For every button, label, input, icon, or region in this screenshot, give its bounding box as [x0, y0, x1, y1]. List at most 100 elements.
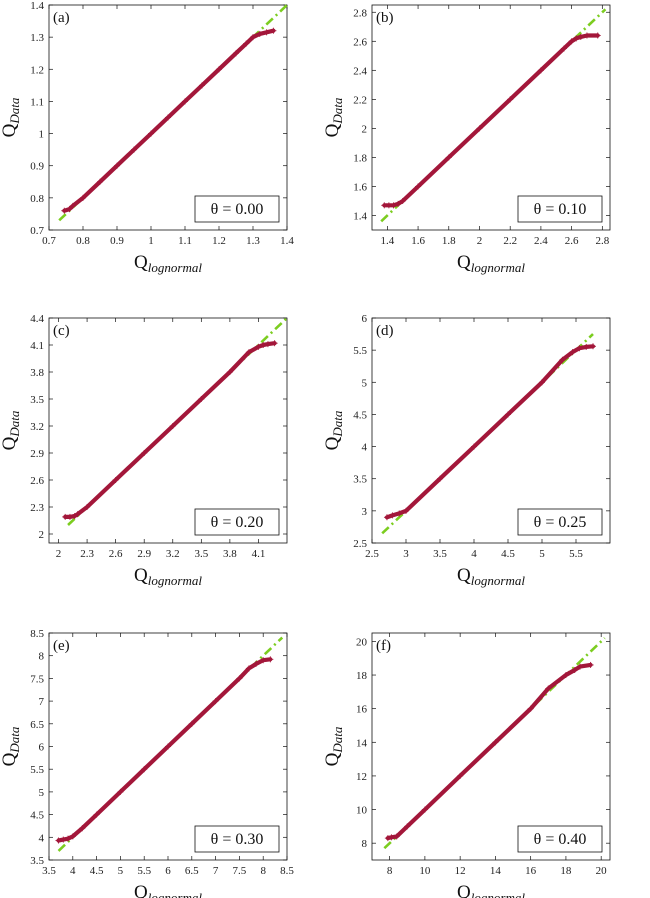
x-tick-label: 4 — [471, 548, 477, 560]
x-tick-label: 5 — [539, 548, 545, 560]
data-point — [255, 343, 262, 350]
y-tick-label: 4 — [39, 832, 45, 844]
data-quantile-curve-c — [63, 341, 277, 519]
panel-a: 0.7 0.8 0.9 1 1.1 1.2 1.3 1.4 0.7 0.8 0.9 1 1.1 1.2 1.… — [0, 0, 294, 275]
data-point — [404, 823, 411, 830]
data-point — [264, 341, 271, 348]
data-point — [131, 146, 137, 153]
data-point — [576, 345, 583, 352]
panel-label-e: (e) — [53, 638, 70, 654]
x-tick-label: 2.9 — [137, 548, 151, 560]
x-tick-label: 2 — [477, 235, 483, 247]
data-point — [148, 130, 154, 137]
x-tick-label: 3.5 — [433, 548, 447, 560]
x-tick-label: 3.5 — [194, 548, 208, 560]
data-point — [253, 660, 260, 667]
panel-b: 1.4 1.6 1.8 2 2.2 2.4 2.6 2.8 1.4 1.6 1.8 2 2.2 2.4 2.… — [322, 4, 611, 275]
data-point — [421, 806, 428, 813]
y-tick-label: 10 — [356, 805, 368, 817]
y-tick-label: 16 — [356, 704, 368, 716]
data-point — [594, 32, 601, 39]
x-tick-label: 14 — [490, 865, 502, 877]
annotation-text-f: θ = 0.40 — [534, 831, 587, 848]
data-point — [395, 200, 402, 207]
y-tick-label: 2.6 — [30, 475, 44, 487]
data-point — [245, 349, 252, 356]
data-point — [399, 197, 406, 204]
y-tick-label: 7 — [39, 696, 45, 708]
data-point — [243, 40, 250, 47]
panel-f: 8 10 12 14 16 18 20 8 10 12 14 16 18 20 (f) θ = 0.40 Qlo… — [322, 632, 611, 898]
x-tick-label: 1.4 — [280, 235, 294, 247]
data-point — [84, 504, 91, 510]
y-tick-label: 5 — [39, 787, 45, 799]
axes-frame-d — [371, 317, 611, 544]
y-tick-label: 18 — [356, 670, 368, 682]
x-tick-label: 2.5 — [365, 548, 379, 560]
x-tick-label: 5.5 — [137, 865, 151, 877]
data-point — [587, 661, 594, 668]
data-quantile-curve-f — [385, 662, 593, 841]
x-tick-label: 1.8 — [442, 235, 456, 247]
x-axis-label-a: Qlognormal — [134, 252, 202, 275]
data-point — [560, 45, 567, 52]
y-tick-label: 3.2 — [30, 421, 44, 433]
y-axis-label-d: QData — [322, 410, 345, 450]
annotation-box-e — [194, 825, 280, 853]
y-tick-label: 2 — [362, 123, 368, 135]
annotation-box-f — [517, 825, 603, 853]
x-tick-label: 3 — [403, 548, 409, 560]
data-point — [263, 29, 270, 36]
data-point — [267, 656, 274, 663]
data-point — [69, 202, 76, 209]
data-point — [527, 705, 534, 712]
data-point — [539, 379, 545, 386]
y-tick-label: 14 — [356, 737, 368, 749]
data-point — [226, 369, 233, 375]
data-point — [60, 836, 67, 843]
x-tick-label: 0.7 — [42, 235, 56, 247]
data-point — [74, 511, 81, 518]
panel-label-c: (c) — [53, 323, 70, 339]
y-axis-label-f: QData — [322, 726, 345, 766]
x-tick-label: 8 — [260, 865, 266, 877]
x-tick-label: 1.1 — [178, 235, 192, 247]
data-point — [79, 825, 86, 832]
x-tick-label: 10 — [419, 865, 431, 877]
data-point — [260, 657, 267, 664]
y-tick-label: 12 — [356, 771, 367, 783]
data-point — [141, 766, 148, 773]
x-tick-label: 1.2 — [212, 235, 226, 247]
data-point — [583, 343, 590, 350]
annotation-text-b: θ = 0.10 — [534, 201, 587, 218]
y-axis-label-b: QData — [322, 97, 345, 137]
x-tick-label: 2.4 — [534, 235, 548, 247]
data-point — [141, 450, 148, 456]
data-point — [537, 67, 544, 74]
data-point — [114, 162, 120, 169]
data-point — [61, 207, 68, 214]
x-axis-label-e: Qlognormal — [134, 882, 202, 898]
x-tick-label: 8.5 — [280, 865, 294, 877]
y-tick-label: 6 — [39, 742, 45, 754]
panel-c: 2 2.3 2.6 2.9 3.2 3.5 3.8 4.1 2 2.3 2.6 2.9 3.2 3.5 3.… — [0, 313, 288, 588]
data-point — [188, 720, 195, 727]
x-tick-label: 7.5 — [233, 865, 247, 877]
y-tick-label: 3.8 — [30, 367, 44, 379]
x-tick-label: 4.1 — [252, 548, 266, 560]
data-point — [437, 475, 443, 482]
data-point — [65, 835, 72, 842]
panel-label-d: (d) — [376, 323, 394, 339]
panel-label-a: (a) — [53, 10, 70, 26]
y-tick-label: 4 — [362, 442, 368, 454]
y-tick-label: 2.2 — [353, 94, 367, 106]
y-tick-label: 4.4 — [30, 313, 44, 325]
x-tick-label: 6 — [165, 865, 171, 877]
y-tick-label: 2 — [39, 529, 45, 541]
x-tick-label: 0.9 — [110, 235, 124, 247]
data-quantile-curve-d — [384, 344, 596, 520]
data-point — [389, 512, 396, 519]
data-point — [393, 833, 400, 840]
data-point — [97, 178, 103, 185]
